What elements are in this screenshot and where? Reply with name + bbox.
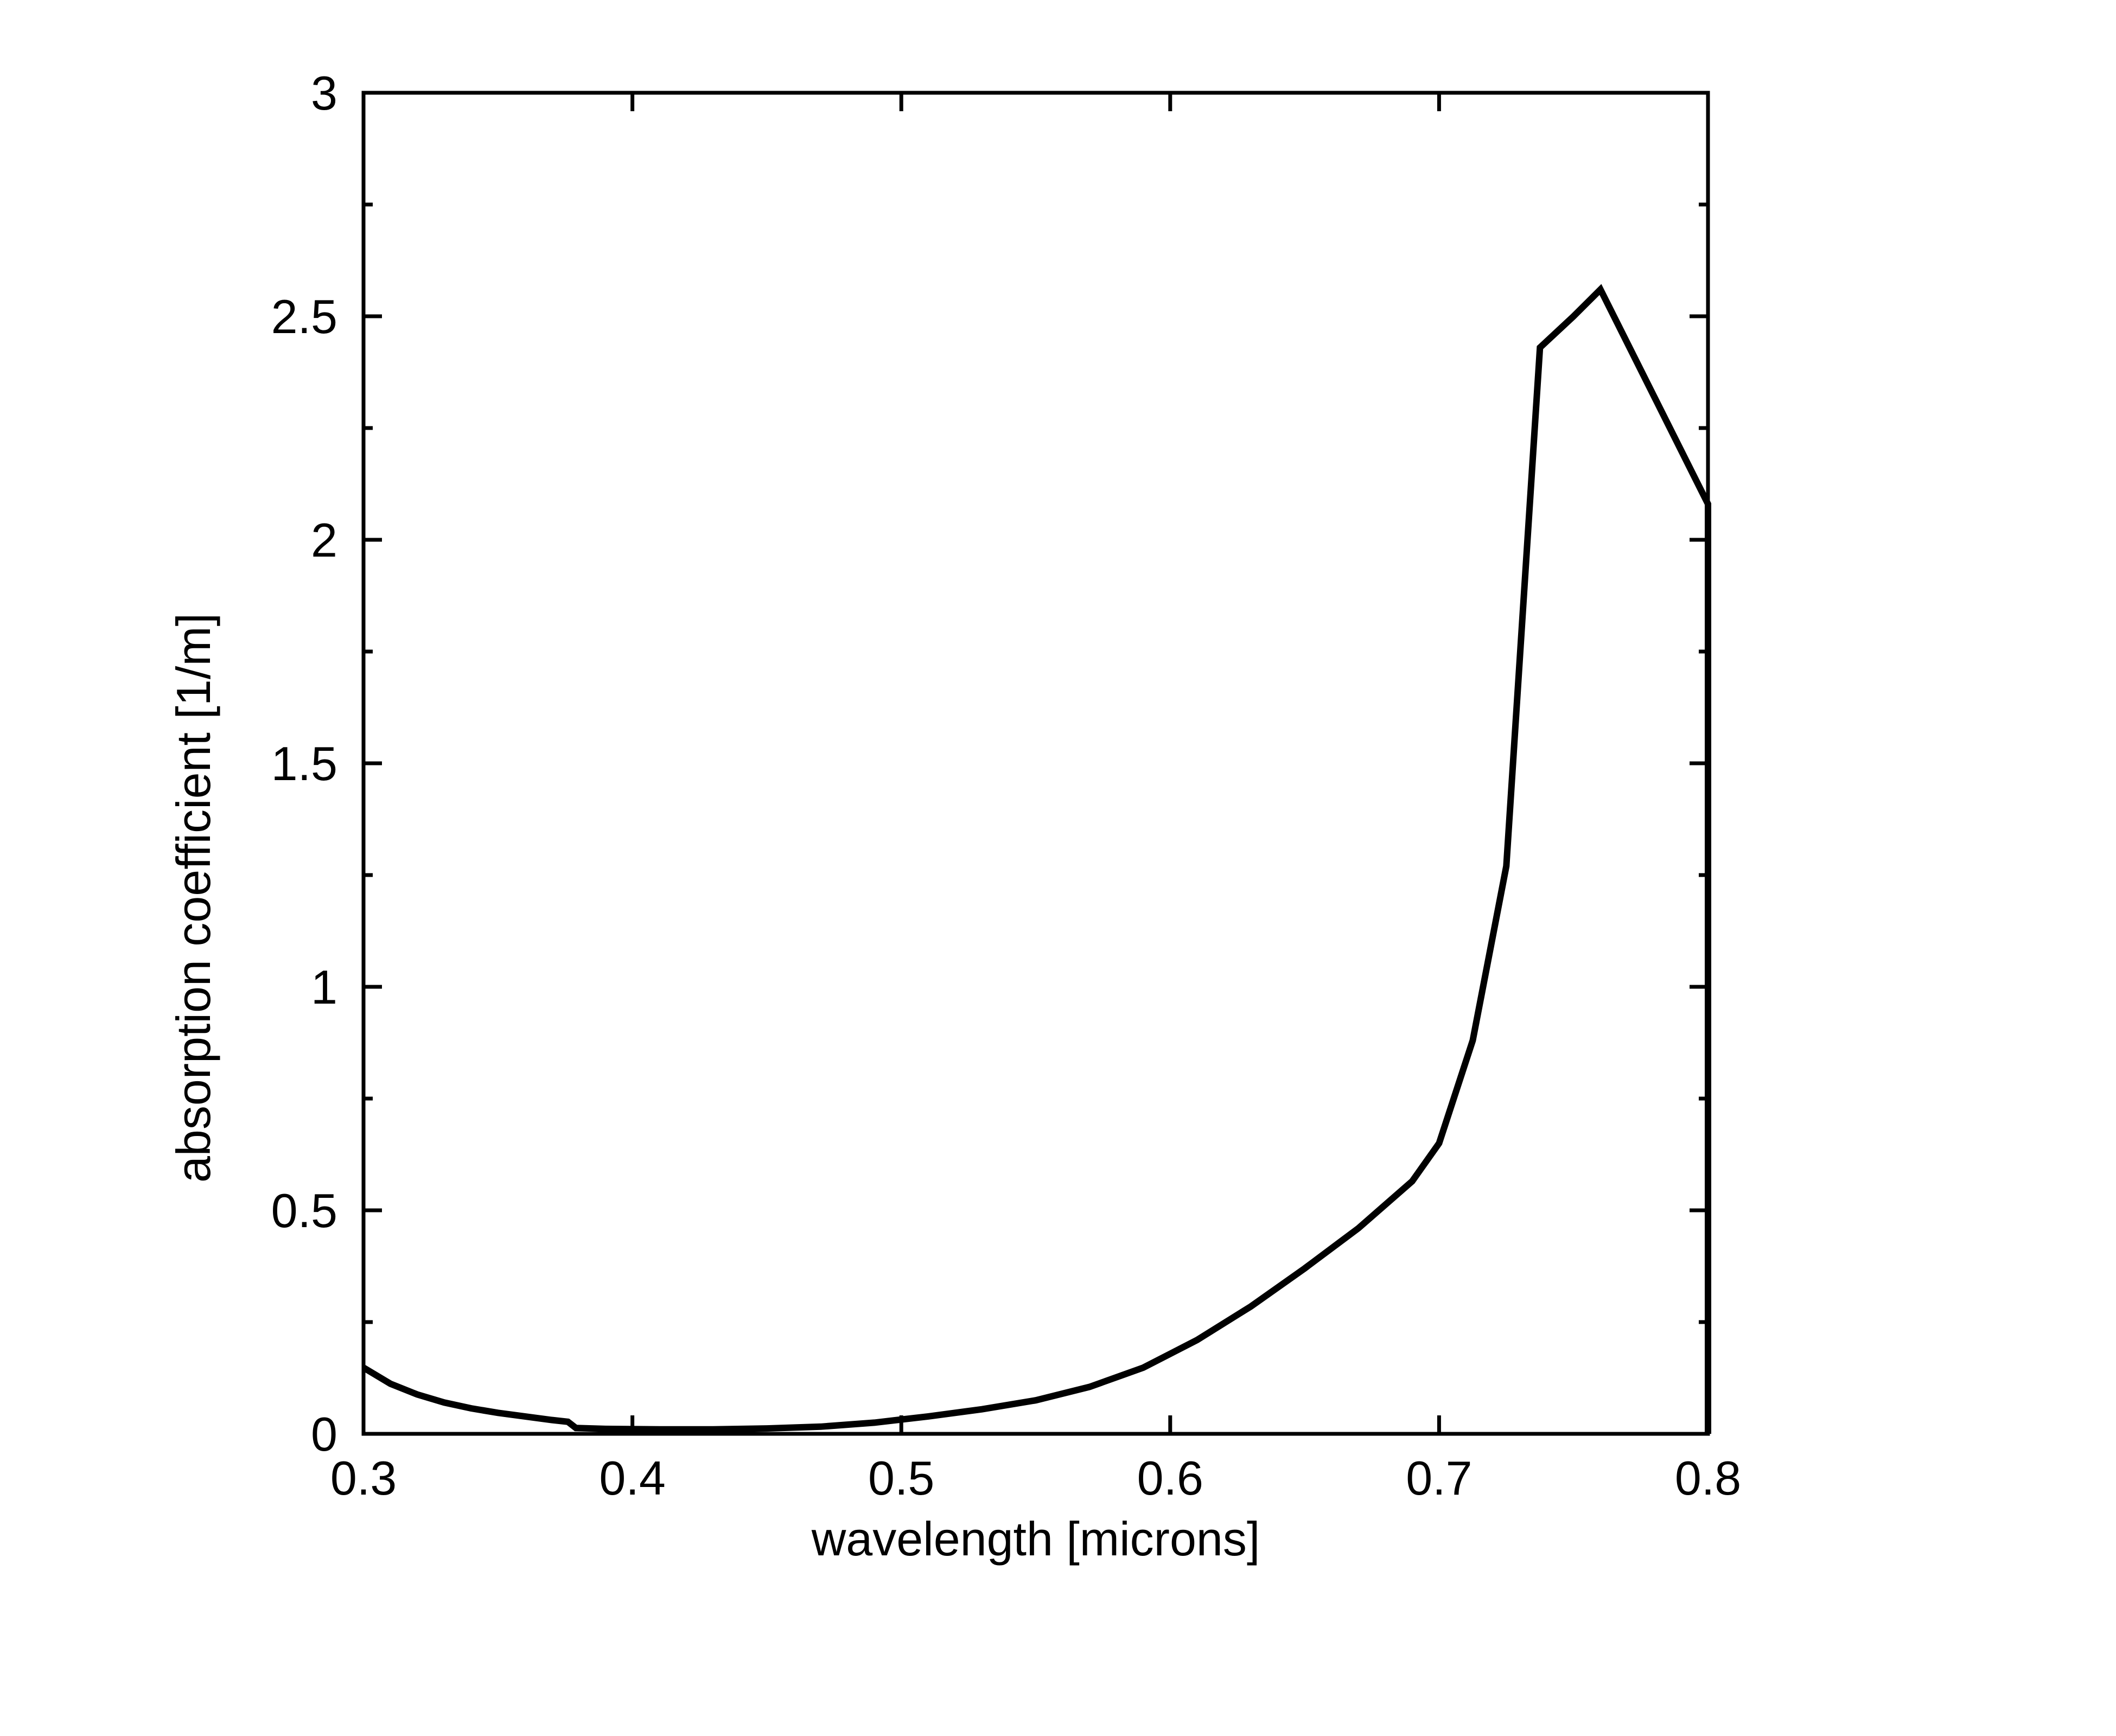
y-tick-label: 2: [311, 513, 337, 567]
x-tick-label: 0.5: [868, 1451, 934, 1505]
y-tick-label: 1: [311, 960, 337, 1014]
y-tick-label: 0: [311, 1407, 337, 1461]
y-tick-label: 3: [311, 66, 337, 120]
plot-border: [361, 91, 1710, 1436]
y-axis-title: absorption coefficient [1/m]: [167, 612, 220, 1183]
absorption-curve: [361, 284, 1711, 1434]
y-tick-label: 0.5: [271, 1184, 337, 1237]
x-tick-label: 0.6: [1137, 1451, 1203, 1505]
y-tick-label: 1.5: [271, 737, 337, 790]
x-axis-title: wavelength [microns]: [811, 1512, 1260, 1566]
x-tick-label: 0.3: [330, 1451, 397, 1505]
x-tick-label: 0.4: [599, 1451, 665, 1505]
y-tick-label: 2.5: [271, 290, 337, 343]
x-tick-label: 0.8: [1675, 1451, 1741, 1505]
x-tick-label: 0.7: [1406, 1451, 1472, 1505]
